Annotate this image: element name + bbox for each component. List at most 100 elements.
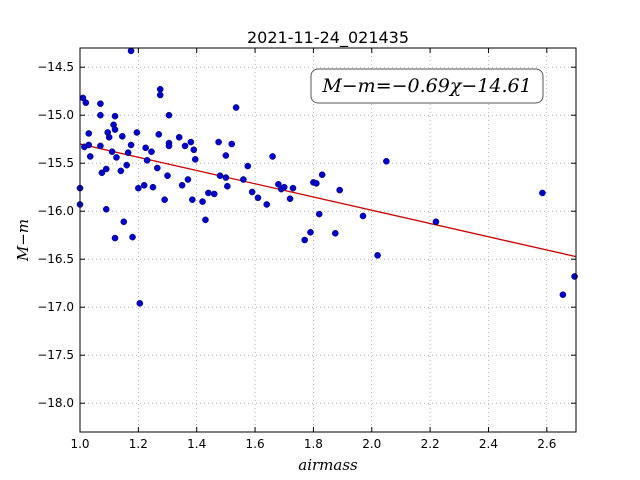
data-point	[98, 169, 106, 177]
data-point	[133, 129, 141, 136]
data-point	[127, 141, 135, 149]
data-point	[120, 218, 128, 226]
y-tick-label: −15.0	[37, 108, 74, 122]
data-point	[108, 148, 116, 155]
chart-title: 2021-11-24_021435	[247, 28, 409, 48]
data-point	[244, 162, 252, 170]
data-point	[571, 273, 578, 280]
data-point	[280, 183, 288, 191]
y-tick-label: −17.0	[37, 300, 74, 314]
data-point	[105, 133, 113, 141]
data-point	[86, 153, 94, 160]
data-point	[190, 146, 198, 154]
data-point	[102, 205, 110, 213]
data-points	[76, 47, 578, 307]
data-point	[175, 133, 183, 141]
data-point	[224, 182, 231, 190]
y-tick-label: −16.5	[37, 252, 74, 266]
data-point	[232, 104, 240, 111]
data-point	[318, 171, 326, 179]
data-point	[307, 229, 314, 236]
data-point	[129, 233, 136, 241]
data-point	[97, 111, 104, 119]
y-tick-label: −14.5	[37, 60, 74, 74]
data-point	[222, 152, 230, 159]
data-point	[202, 216, 209, 224]
data-point	[111, 126, 119, 133]
data-point	[156, 91, 164, 99]
data-point	[374, 252, 381, 259]
data-point	[148, 148, 155, 155]
data-point	[263, 201, 271, 208]
axis-ticks: 1.0 1.2 1.4 1.6 1.8 2.0 2.2 2.4 2.6 −14.5 −15.0 −15…	[37, 48, 576, 451]
data-point	[82, 99, 90, 107]
data-point	[383, 157, 390, 165]
data-point	[113, 154, 120, 161]
data-point	[215, 138, 222, 146]
data-point	[199, 198, 206, 205]
y-tick-label: −18.0	[37, 396, 74, 410]
data-point	[149, 183, 157, 191]
y-axis-label: M−m	[14, 219, 32, 262]
data-point	[178, 181, 186, 189]
data-point	[254, 194, 262, 202]
data-point	[359, 212, 367, 220]
data-point	[111, 234, 119, 242]
data-point	[143, 157, 151, 164]
data-point	[205, 189, 212, 197]
data-point	[156, 85, 164, 93]
y-tick-label: −15.5	[37, 156, 74, 170]
data-point	[164, 172, 171, 179]
grid-lines	[79, 48, 576, 432]
data-point	[111, 112, 119, 120]
data-point	[269, 153, 276, 160]
y-tick-label: −16.0	[37, 204, 74, 218]
data-point	[539, 189, 546, 197]
data-point	[155, 131, 163, 138]
x-tick-label: 1.8	[304, 437, 323, 451]
data-point	[313, 180, 320, 187]
x-tick-label: 1.6	[246, 437, 265, 451]
fit-line-group	[79, 143, 577, 258]
data-point	[315, 210, 323, 218]
x-tick-label: 2.4	[479, 437, 498, 451]
data-point	[136, 300, 144, 307]
x-tick-label: 1.4	[187, 437, 206, 451]
data-point	[165, 111, 173, 119]
data-point	[216, 172, 224, 179]
data-point	[210, 190, 218, 198]
data-point	[184, 176, 192, 183]
data-point	[240, 176, 247, 183]
data-point	[336, 186, 343, 194]
data-point	[154, 164, 161, 172]
x-tick-label: 1.2	[129, 437, 148, 451]
data-point	[559, 291, 567, 299]
data-point	[119, 133, 126, 140]
data-point	[102, 165, 110, 173]
data-point	[140, 181, 148, 189]
data-point	[187, 138, 195, 146]
data-point	[123, 161, 130, 169]
data-point	[432, 218, 440, 226]
y-tick-label: −17.5	[37, 348, 74, 362]
x-tick-label: 1.0	[70, 437, 89, 451]
fit-annotation: M−m=−0.69χ−14.61	[310, 68, 544, 104]
data-point	[189, 196, 196, 203]
data-point	[97, 142, 104, 150]
plot-background	[80, 48, 576, 432]
data-point	[142, 144, 149, 152]
x-tick-label: 2.2	[421, 437, 440, 451]
data-point	[127, 47, 135, 55]
data-point	[181, 142, 189, 150]
fit-line	[79, 143, 577, 258]
data-point	[248, 188, 256, 196]
x-tick-label: 2.0	[362, 437, 381, 451]
data-point	[85, 130, 93, 137]
data-point	[135, 184, 142, 192]
annotation-box	[310, 68, 544, 104]
data-point	[191, 156, 199, 163]
data-point	[222, 174, 230, 181]
data-point	[275, 181, 282, 188]
data-point	[85, 141, 93, 149]
